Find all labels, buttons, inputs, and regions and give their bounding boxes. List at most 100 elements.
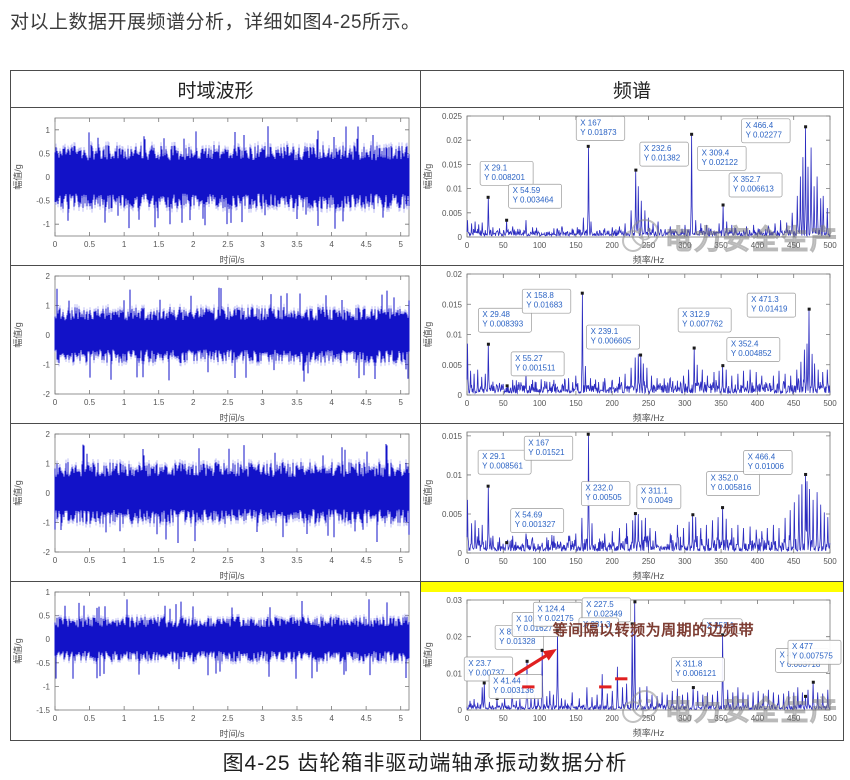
svg-text:Y 0.006121: Y 0.006121 (675, 669, 716, 678)
svg-text:150: 150 (569, 241, 583, 250)
table-row-3-time-cell: 0 0.5 1 1.5 2 2.5 3 3.5 4 4.5 5 -2 -1 0 1 2 时间/s 幅值/g (11, 424, 421, 582)
svg-text:1.5: 1.5 (153, 714, 165, 723)
spectrum-chart-2: 0 50 100 150 200 250 300 350 400 450 500 0 0.005 0.01… (422, 270, 837, 423)
svg-text:0: 0 (458, 233, 463, 242)
time-waveform-chart-4: 0 0.5 1 1.5 2 2.5 3 3.5 4 4.5 5 -1.5 -1 -0.5 0 0.5 1 时间/s… (12, 588, 410, 739)
svg-text:1.5: 1.5 (153, 398, 165, 407)
svg-text:Y 0.01382: Y 0.01382 (644, 154, 681, 163)
svg-text:4.5: 4.5 (361, 240, 373, 249)
svg-text:0: 0 (458, 706, 463, 715)
svg-text:3: 3 (260, 714, 265, 723)
svg-text:0.02: 0.02 (446, 136, 462, 145)
svg-text:1: 1 (122, 714, 127, 723)
svg-text:300: 300 (678, 714, 692, 723)
svg-text:Y 0.003464: Y 0.003464 (513, 196, 554, 205)
svg-text:2.5: 2.5 (222, 714, 234, 723)
svg-text:频率/Hz: 频率/Hz (633, 727, 665, 738)
svg-text:幅值/g: 幅值/g (422, 322, 433, 348)
svg-text:Y 0.00505: Y 0.00505 (585, 493, 622, 502)
svg-text:2: 2 (191, 556, 196, 565)
svg-text:X 124.4: X 124.4 (537, 604, 565, 613)
svg-text:Y 0.02122: Y 0.02122 (702, 158, 739, 167)
svg-text:Y 0.02175: Y 0.02175 (537, 614, 574, 623)
svg-text:350: 350 (714, 241, 728, 250)
svg-text:0.5: 0.5 (84, 240, 96, 249)
svg-text:幅值/g: 幅值/g (12, 164, 23, 190)
svg-text:X 466.4: X 466.4 (748, 452, 776, 461)
svg-text:4: 4 (329, 398, 334, 407)
svg-text:0.005: 0.005 (442, 209, 463, 218)
svg-text:0.01: 0.01 (446, 331, 462, 340)
svg-text:X 54.69: X 54.69 (515, 511, 543, 520)
svg-text:2.5: 2.5 (222, 398, 234, 407)
svg-text:0.015: 0.015 (442, 432, 463, 441)
svg-text:X 55.27: X 55.27 (515, 354, 543, 363)
table-row-4-time-cell: 0 0.5 1 1.5 2 2.5 3 3.5 4 4.5 5 -1.5 -1 -0.5 0 0.5 1 时间/s… (11, 582, 421, 740)
svg-text:250: 250 (642, 399, 656, 408)
svg-text:0.5: 0.5 (39, 612, 51, 621)
svg-text:频率/Hz: 频率/Hz (633, 412, 665, 423)
svg-text:X 232.0: X 232.0 (585, 484, 613, 493)
spectrum-chart-1: 0 50 100 150 200 250 300 350 400 450 500 0 0.005 0.01… (422, 112, 837, 265)
svg-text:0: 0 (458, 391, 463, 400)
svg-text:3.5: 3.5 (291, 556, 303, 565)
svg-text:Y 0.01683: Y 0.01683 (526, 301, 563, 310)
svg-text:2: 2 (46, 430, 51, 439)
svg-text:1: 1 (122, 240, 127, 249)
svg-text:350: 350 (714, 399, 728, 408)
svg-text:-1.5: -1.5 (36, 706, 50, 715)
svg-text:350: 350 (714, 557, 728, 566)
svg-text:0: 0 (465, 241, 470, 250)
svg-text:X 167: X 167 (580, 118, 601, 127)
svg-text:Y 0.006605: Y 0.006605 (591, 337, 632, 346)
svg-text:4.5: 4.5 (361, 714, 373, 723)
svg-text:350: 350 (714, 714, 728, 723)
figure-table: 时域波形 频谱 0 0.5 1 1.5 2 2.5 3 3.5 4 4.5 5 -1 -0.5 0 0.5 1… (10, 70, 844, 741)
svg-text:X 239.1: X 239.1 (591, 327, 619, 336)
table-row-1-spectrum-cell: 0 50 100 150 200 250 300 350 400 450 500 0 0.005 0.01… (421, 108, 843, 266)
svg-text:1: 1 (46, 588, 51, 597)
svg-text:Y 0.02349: Y 0.02349 (586, 609, 623, 618)
svg-text:-0.5: -0.5 (36, 197, 50, 206)
svg-text:250: 250 (642, 714, 656, 723)
svg-text:0.02: 0.02 (446, 270, 462, 279)
svg-text:1: 1 (122, 398, 127, 407)
svg-text:0.5: 0.5 (84, 714, 96, 723)
svg-text:Y 0.01627: Y 0.01627 (516, 624, 553, 633)
svg-text:频率/Hz: 频率/Hz (633, 254, 665, 265)
table-row-4-spectrum-cell: 0 50 100 150 200 250 300 350 400 450 500 0 0.01 0.02 0… (421, 582, 843, 740)
svg-text:0: 0 (458, 549, 463, 558)
svg-text:0: 0 (46, 635, 51, 644)
svg-text:1: 1 (122, 556, 127, 565)
time-waveform-chart-3: 0 0.5 1 1.5 2 2.5 3 3.5 4 4.5 5 -2 -1 0 1 2 时间/s 幅值/g (12, 430, 410, 581)
svg-text:时间/s: 时间/s (219, 254, 245, 265)
svg-text:100: 100 (533, 241, 547, 250)
svg-text:0: 0 (46, 489, 51, 498)
svg-text:5: 5 (398, 240, 403, 249)
svg-text:0: 0 (465, 399, 470, 408)
svg-text:0: 0 (465, 557, 470, 566)
svg-text:3: 3 (260, 240, 265, 249)
svg-text:X 309.4: X 309.4 (702, 148, 730, 157)
svg-text:1.5: 1.5 (153, 240, 165, 249)
svg-text:250: 250 (642, 241, 656, 250)
svg-text:0: 0 (53, 398, 58, 407)
svg-text:200: 200 (606, 399, 620, 408)
svg-text:0.01: 0.01 (446, 669, 462, 678)
svg-text:Y 0.008201: Y 0.008201 (484, 173, 525, 182)
svg-text:450: 450 (787, 557, 801, 566)
svg-text:X 352.1: X 352.1 (707, 621, 735, 630)
svg-text:1: 1 (46, 460, 51, 469)
svg-text:300: 300 (678, 399, 692, 408)
svg-text:300: 300 (678, 241, 692, 250)
svg-text:Y 0.02277: Y 0.02277 (746, 130, 783, 139)
svg-text:0.5: 0.5 (84, 556, 96, 565)
svg-text:450: 450 (787, 399, 801, 408)
svg-text:0.015: 0.015 (442, 300, 463, 309)
svg-text:0.01: 0.01 (446, 185, 462, 194)
svg-text:-1: -1 (43, 682, 51, 691)
svg-text:0: 0 (465, 714, 470, 723)
svg-text:X 471.3: X 471.3 (751, 295, 779, 304)
svg-text:Y 0.01006: Y 0.01006 (748, 462, 785, 471)
svg-text:300: 300 (678, 557, 692, 566)
